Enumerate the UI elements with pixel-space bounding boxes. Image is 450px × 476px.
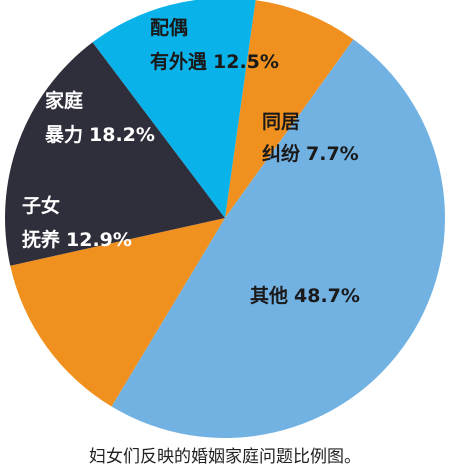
pie-slice [5,42,226,266]
slice-label: 同居纠纷 7.7% [262,111,359,165]
slice-value-label: 18.2% [89,124,155,146]
slice-value-label: 12.5% [213,51,279,73]
slice-label-name: 暴力 [45,123,83,146]
pie-slice [225,0,354,219]
slice-value-label: 48.7% [294,285,360,307]
slice-label: 家庭暴力 18.2% [45,89,155,146]
pie-slice [111,39,445,438]
slice-label: 配偶有外遇 12.5% [150,16,279,73]
slice-label-name: 其他 [250,284,288,307]
slice-value-label: 7.7% [306,143,359,165]
slice-label: 子女抚养 12.9% [22,194,132,251]
slice-label-name: 抚养 [22,228,60,251]
slice-label: 其他 48.7% [250,284,360,307]
chart-caption: 妇女们反映的婚姻家庭问题比例图。 [89,447,361,467]
slice-label-name: 有外遇 [150,50,207,73]
pie-slice [92,0,256,218]
slice-label-name: 配偶 [150,16,188,39]
slice-value-label: 12.9% [66,229,132,251]
slice-label-name: 同居 [262,111,300,133]
slice-label-name: 家庭 [45,89,83,112]
pie [5,0,445,438]
slice-label-name: 子女 [22,194,60,217]
slice-label-name: 纠纷 [262,142,300,165]
pie-slice [10,218,226,407]
labels: 同居纠纷 7.7% 其他 48.7% 子女抚养 12.9% 家庭暴力 18.2% 配偶有外遇 12… [22,16,360,307]
